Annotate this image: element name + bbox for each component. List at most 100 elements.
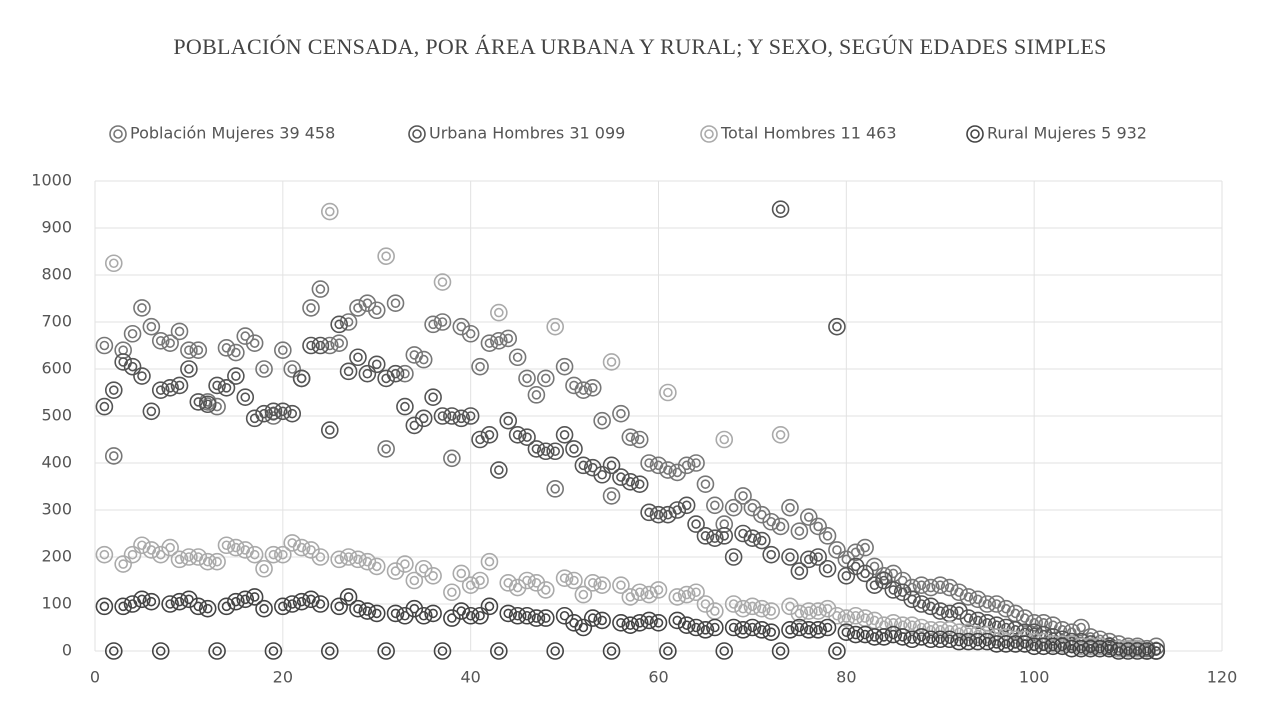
marker-ring bbox=[480, 425, 499, 444]
point bbox=[565, 571, 583, 590]
marker-core bbox=[512, 610, 523, 621]
marker-core bbox=[550, 484, 560, 494]
marker-ring bbox=[621, 616, 640, 634]
marker-core bbox=[212, 401, 222, 412]
marker-ring bbox=[818, 599, 837, 618]
marker-ring bbox=[198, 599, 217, 618]
point bbox=[659, 383, 677, 402]
marker-ring bbox=[358, 602, 377, 620]
marker-core bbox=[268, 549, 279, 560]
marker-ring bbox=[555, 569, 574, 587]
marker-core bbox=[1151, 646, 1162, 656]
point bbox=[536, 442, 555, 461]
marker-ring bbox=[424, 566, 442, 585]
marker-core bbox=[202, 556, 213, 567]
marker-ring bbox=[668, 611, 687, 630]
marker-ring bbox=[602, 353, 621, 371]
marker-ring bbox=[753, 599, 771, 618]
marker-core bbox=[334, 554, 344, 565]
marker-core bbox=[1001, 603, 1011, 614]
marker-ring bbox=[659, 505, 677, 524]
marker-core bbox=[963, 627, 974, 638]
point bbox=[123, 595, 142, 613]
marker-core bbox=[973, 636, 983, 647]
point bbox=[133, 367, 151, 385]
marker-core bbox=[484, 338, 495, 348]
point bbox=[1147, 642, 1166, 660]
marker-ring bbox=[630, 613, 649, 632]
marker-core bbox=[240, 392, 251, 403]
marker-ring bbox=[1015, 609, 1034, 627]
marker-core bbox=[634, 434, 645, 445]
point bbox=[471, 430, 489, 449]
marker-ring bbox=[151, 642, 170, 660]
point bbox=[1025, 613, 1043, 632]
marker-core bbox=[512, 429, 523, 440]
point bbox=[208, 376, 226, 395]
x-tick-label: 120 bbox=[1207, 668, 1238, 687]
point bbox=[95, 397, 114, 416]
marker-ring bbox=[771, 517, 790, 536]
point bbox=[574, 585, 593, 604]
marker-ring bbox=[940, 630, 959, 649]
marker-core bbox=[268, 406, 279, 417]
marker-ring bbox=[959, 588, 978, 606]
marker-ring bbox=[1006, 635, 1025, 653]
point bbox=[414, 409, 433, 428]
point bbox=[555, 357, 574, 376]
point bbox=[734, 487, 752, 505]
marker-ring bbox=[264, 545, 283, 564]
marker-ring bbox=[875, 571, 893, 590]
marker-ring bbox=[621, 472, 640, 491]
marker-ring bbox=[245, 588, 264, 606]
marker-ring bbox=[424, 388, 442, 407]
x-tick-label: 100 bbox=[1019, 668, 1050, 687]
x-tick-label: 20 bbox=[273, 668, 293, 687]
marker-core bbox=[766, 606, 777, 616]
point bbox=[593, 576, 611, 595]
point bbox=[687, 618, 705, 637]
marker-core bbox=[184, 552, 194, 562]
marker-core bbox=[1048, 641, 1058, 652]
marker-core bbox=[184, 345, 194, 356]
marker-ring bbox=[161, 595, 179, 613]
marker-core bbox=[634, 479, 645, 489]
marker-ring bbox=[264, 402, 283, 421]
marker-core bbox=[221, 601, 232, 612]
marker-ring bbox=[1044, 637, 1062, 656]
marker-core bbox=[193, 601, 204, 612]
marker-core bbox=[653, 509, 664, 520]
marker-core bbox=[587, 578, 598, 588]
marker-ring bbox=[471, 357, 489, 376]
point bbox=[386, 562, 405, 580]
marker-ring bbox=[903, 630, 921, 649]
marker-core bbox=[785, 601, 795, 612]
marker-ring bbox=[189, 341, 208, 360]
point bbox=[443, 449, 461, 468]
marker-core bbox=[531, 390, 542, 400]
marker-ring bbox=[180, 548, 198, 566]
marker-core bbox=[841, 627, 852, 638]
marker-core bbox=[146, 596, 157, 607]
marker-core bbox=[719, 434, 730, 445]
marker-core bbox=[353, 303, 363, 313]
point bbox=[151, 381, 170, 399]
point bbox=[687, 454, 705, 472]
point bbox=[527, 609, 546, 627]
marker-ring bbox=[640, 503, 658, 522]
marker-core bbox=[475, 434, 485, 445]
point bbox=[753, 505, 771, 524]
marker-core bbox=[437, 646, 448, 656]
point bbox=[264, 642, 283, 660]
marker-core bbox=[747, 601, 758, 612]
point bbox=[762, 602, 781, 620]
marker-ring bbox=[912, 595, 931, 613]
marker-ring bbox=[133, 590, 151, 609]
marker-core bbox=[108, 258, 119, 269]
marker-ring bbox=[659, 461, 677, 479]
marker-ring bbox=[189, 597, 208, 616]
point bbox=[602, 353, 621, 371]
marker-ring bbox=[490, 331, 508, 350]
marker-core bbox=[231, 347, 241, 358]
marker-core bbox=[465, 610, 476, 621]
